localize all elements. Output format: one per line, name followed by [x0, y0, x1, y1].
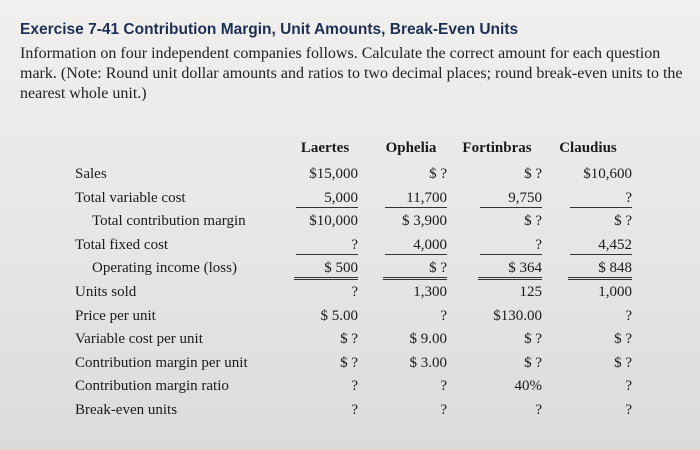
cell: ?	[440, 307, 447, 324]
row-label: Break-even units	[75, 402, 178, 418]
table-row: Units sold? 1,300 125 1,000	[0, 282, 700, 304]
cell: ?	[440, 402, 447, 418]
cell: $ ?	[429, 166, 447, 182]
table-row: Total contribution margin $10,000 $ 3,900 $…	[0, 211, 700, 233]
exercise-title: Exercise 7-41 Contribution Margin, Unit …	[20, 21, 519, 38]
row-label: Units sold	[75, 284, 137, 300]
cell: $10,600	[583, 166, 632, 182]
cell: ?	[625, 307, 632, 324]
table-row: Total fixed cost? 4,000? 4,452	[0, 235, 700, 257]
row-label: Total fixed cost	[75, 236, 169, 253]
row-label: Contribution margin ratio	[75, 378, 229, 395]
cell: $ 3.00	[409, 354, 448, 371]
cell: $ 5.00	[320, 307, 359, 324]
cell: ?	[625, 402, 632, 418]
cell: ?	[480, 237, 542, 255]
cell: $ ?	[614, 354, 632, 371]
column-header: Claudius	[559, 140, 617, 156]
cell: ?	[351, 378, 358, 395]
table-row: Total variable cost 5,000 11,700 9,750?	[0, 188, 700, 210]
column-header: Fortinbras	[462, 140, 532, 156]
cell: $ ?	[614, 213, 632, 230]
column-header: Ophelia	[385, 140, 437, 156]
cell: $ 364	[478, 260, 542, 281]
cell: $ ?	[614, 331, 632, 348]
cell: ?	[625, 378, 632, 395]
row-label: Price per unit	[75, 307, 156, 324]
cell: $ ?	[383, 260, 447, 281]
cell: 40%	[514, 378, 543, 395]
table-row: Variable cost per unit $ ? $ 9.00 $ ? $ ?	[0, 329, 700, 351]
row-label: Contribution margin per unit	[75, 354, 248, 371]
row-label: Total variable cost	[75, 189, 186, 206]
cell: 125	[519, 284, 543, 300]
cell: $ 500	[294, 260, 358, 281]
cell: 4,452	[570, 237, 632, 255]
cell: $ ?	[340, 354, 358, 371]
intro-text: Information on four independent companie…	[20, 45, 683, 102]
cell: $130.00	[493, 307, 542, 324]
cell: ?	[570, 190, 632, 208]
cell: 4,000	[385, 237, 447, 255]
table-row: Sales $15,000 $ ? $ ? $10,600	[0, 164, 700, 186]
cell: 1,000	[598, 284, 632, 300]
table-row: Contribution margin ratio?? 40%?	[0, 376, 700, 398]
header-row: Laertes Ophelia Fortinbras Claudius	[0, 138, 700, 160]
table-row: Operating income (loss) $ 500 $ ? $ 364 $ 84…	[0, 258, 700, 281]
row-label: Sales	[75, 166, 107, 182]
cell: $ ?	[524, 166, 542, 182]
row-label: Operating income (loss)	[92, 260, 237, 277]
table-row: Price per unit $ 5.00? $130.00?	[0, 306, 700, 328]
cell: $ 848	[568, 260, 632, 281]
cell: 1,300	[413, 284, 447, 300]
cell: 9,750	[480, 190, 542, 208]
cell: ?	[535, 402, 542, 418]
table-row: Break-even units????	[0, 400, 700, 422]
cell: ?	[296, 237, 358, 255]
cell: ?	[351, 402, 358, 418]
cell: 5,000	[296, 190, 358, 208]
column-header: Laertes	[300, 140, 350, 156]
row-label: Variable cost per unit	[75, 331, 203, 348]
cell: $10,000	[309, 213, 358, 230]
cell: $ 9.00	[409, 331, 448, 348]
row-label: Total contribution margin	[92, 213, 246, 230]
cell: $ ?	[340, 331, 358, 348]
cell: $15,000	[309, 166, 358, 182]
cell: $ ?	[524, 331, 542, 348]
table-row: Contribution margin per unit $ ? $ 3.00 $ ?…	[0, 353, 700, 375]
cell: $ ?	[524, 354, 542, 371]
cell: $ 3,900	[402, 213, 447, 230]
cell: ?	[351, 284, 358, 300]
cell: 11,700	[385, 190, 447, 208]
cell: $ ?	[524, 213, 542, 230]
cell: ?	[440, 378, 447, 395]
